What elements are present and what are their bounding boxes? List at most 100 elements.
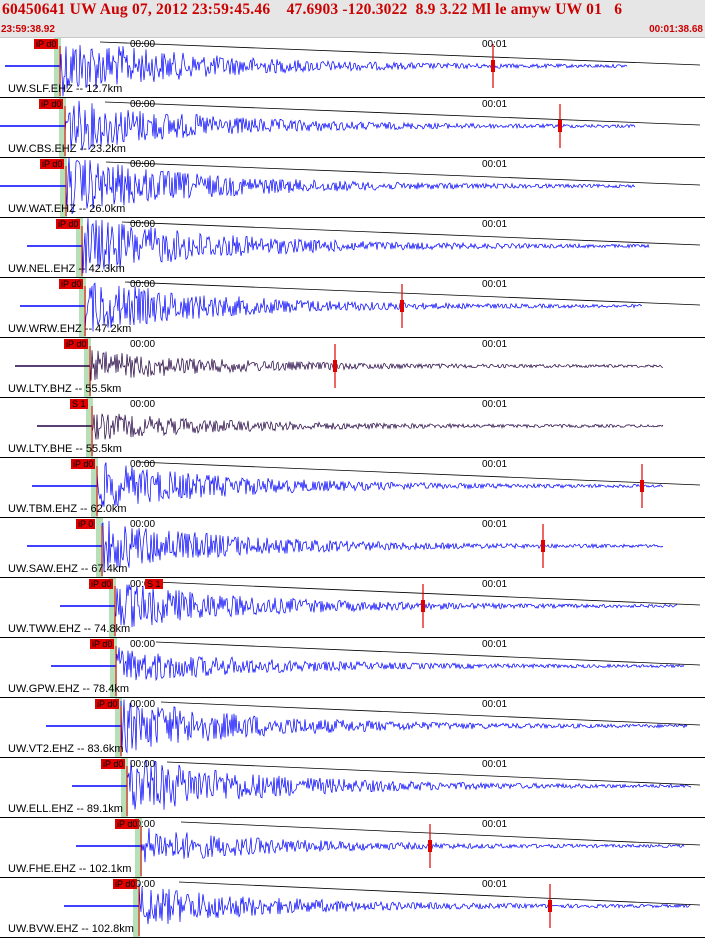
amplitude-marker-box xyxy=(333,360,337,372)
waveform xyxy=(96,462,664,507)
amplitude-marker-box xyxy=(541,540,545,552)
p-pick-flag[interactable]: iP d0 xyxy=(90,639,115,649)
amplitude-marker-box xyxy=(491,60,495,72)
p-pick-flag[interactable]: iP d0 xyxy=(40,159,65,169)
tick-label-minute: 00:01 xyxy=(482,39,508,50)
amplitude-marker-box xyxy=(640,480,644,492)
station-label: UW.WAT.EHZ -- 26.0km xyxy=(8,203,126,215)
coda-line xyxy=(155,641,701,666)
coda-line xyxy=(178,881,701,906)
tick-label-minute: 00:01 xyxy=(482,699,508,710)
tick-label-start: 00:00 xyxy=(130,579,156,590)
tick-label-start: 00:00 xyxy=(130,819,156,830)
pick-window xyxy=(76,218,83,277)
p-pick-flag[interactable]: iP d0 xyxy=(95,699,120,709)
p-pick-flag[interactable]: iP d0 xyxy=(113,879,138,889)
trace-panel: 00:00 00:01 iP d0 UW.ELL.EHZ -- 89.1km xyxy=(0,758,705,818)
coda-line xyxy=(154,581,701,606)
s-pick-flag[interactable]: S 1 xyxy=(145,579,163,589)
station-label: UW.ELL.EHZ -- 89.1km xyxy=(8,803,123,815)
station-label: UW.SAW.EHZ -- 67.4km xyxy=(8,563,128,575)
station-label: UW.WRW.EHZ -- 47.2km xyxy=(8,323,132,335)
station-label: UW.FHE.EHZ -- 102.1km xyxy=(8,863,132,875)
p-pick-flag[interactable]: iP d0 xyxy=(56,219,81,229)
pick-window xyxy=(54,38,61,97)
p-pick-flag[interactable]: iP d0 xyxy=(64,339,89,349)
waveform xyxy=(126,759,692,810)
waveform xyxy=(84,282,643,332)
trace-panel: 00:00 00:01 iP d0 UW.TBM.EHZ -- 62.0km xyxy=(0,458,705,518)
pick-window xyxy=(133,878,140,937)
coda-line xyxy=(105,161,701,186)
waveform xyxy=(140,828,685,863)
amplitude-marker-box xyxy=(421,600,425,612)
tick-label-minute: 00:01 xyxy=(482,159,508,170)
trace-plot xyxy=(27,218,701,277)
tick-label-minute: 00:01 xyxy=(482,579,508,590)
coda-line xyxy=(136,461,701,486)
tick-label-minute: 00:01 xyxy=(482,219,508,230)
p-pick-flag[interactable]: iP 0 xyxy=(76,519,96,529)
coda-line xyxy=(104,101,701,126)
p-pick-flag[interactable]: iP d0 xyxy=(39,99,64,109)
p-pick-flag[interactable]: iP d0 xyxy=(115,819,140,829)
trace-plot xyxy=(32,458,701,517)
pick-window xyxy=(59,98,66,157)
p-pick-flag[interactable]: iP d0 xyxy=(101,759,126,769)
tick-label-start: 00:00 xyxy=(130,99,156,110)
coda-line xyxy=(160,701,701,726)
tick-label-start: 00:00 xyxy=(130,39,156,50)
trace-plot xyxy=(37,398,664,457)
pick-window xyxy=(91,458,98,517)
waveform xyxy=(81,218,650,274)
waveform xyxy=(91,413,664,440)
trace-panel: 00:00 00:01 iP d0 UW.SLF.EHZ -- 12.7km xyxy=(0,38,705,98)
trace-panel: 00:00 00:01 iP 0 UW.SAW.EHZ -- 67.4km xyxy=(0,518,705,578)
tick-label-minute: 00:01 xyxy=(482,339,508,350)
s-pick-flag[interactable]: S 1 xyxy=(70,399,88,409)
coda-line xyxy=(121,221,701,246)
amplitude-marker-box xyxy=(400,300,404,312)
station-label: UW.TWW.EHZ -- 74.8km xyxy=(8,623,131,635)
end-time: 00:01:38.68 xyxy=(649,24,703,35)
tick-label-start: 00:00 xyxy=(130,339,156,350)
station-label: UW.TBM.EHZ -- 62.0km xyxy=(8,503,127,515)
p-pick-flag[interactable]: iP d0 xyxy=(71,459,96,469)
tick-label-start: 00:00 xyxy=(130,399,156,410)
trace-plot xyxy=(60,578,701,637)
trace-panel: 00:00 00:01 iP d0 UW.CBS.EHZ -- 23.2km xyxy=(0,98,705,158)
tick-label-start: 00:00 xyxy=(130,759,156,770)
station-label: UW.CBS.EHZ -- 23.2km xyxy=(8,143,126,155)
tick-label-minute: 00:01 xyxy=(482,279,508,290)
trace-plot xyxy=(20,278,701,337)
tick-label-start: 00:00 xyxy=(130,699,156,710)
tick-label-minute: 00:01 xyxy=(482,879,508,890)
amplitude-marker-box xyxy=(558,120,562,132)
trace-plot xyxy=(76,818,701,877)
coda-line xyxy=(124,281,701,306)
waveform xyxy=(59,44,628,97)
coda-line xyxy=(166,761,701,786)
trace-panel: 00:00 00:01 S 1 UW.LTY.BHE -- 55.5km xyxy=(0,398,705,458)
pick-window xyxy=(60,158,67,217)
trace-plot xyxy=(51,638,701,697)
waveform xyxy=(138,883,692,925)
p-pick-flag[interactable]: iP d0 xyxy=(34,39,59,49)
pick-window xyxy=(96,518,103,577)
pick-window xyxy=(115,698,122,757)
p-pick-flag[interactable]: iP d0 xyxy=(89,579,114,589)
waveform xyxy=(89,350,664,381)
tick-label-start: 00:00 xyxy=(130,519,156,530)
station-label: UW.NEL.EHZ -- 42.3km xyxy=(8,263,125,275)
amplitude-marker-box xyxy=(428,840,432,852)
trace-plot xyxy=(0,98,701,157)
tick-label-minute: 00:01 xyxy=(482,819,508,830)
coda-line xyxy=(180,821,701,846)
station-label: UW.VT2.EHZ -- 83.6km xyxy=(8,743,124,755)
trace-panel: 00:00 00:01 iP d0 S 1 UW.TWW.EHZ -- 74.8km xyxy=(0,578,705,638)
tick-label-minute: 00:01 xyxy=(482,639,508,650)
pick-window xyxy=(135,818,142,877)
pick-window xyxy=(109,578,116,637)
p-pick-flag[interactable]: iP d0 xyxy=(59,279,84,289)
waveform xyxy=(120,699,688,754)
